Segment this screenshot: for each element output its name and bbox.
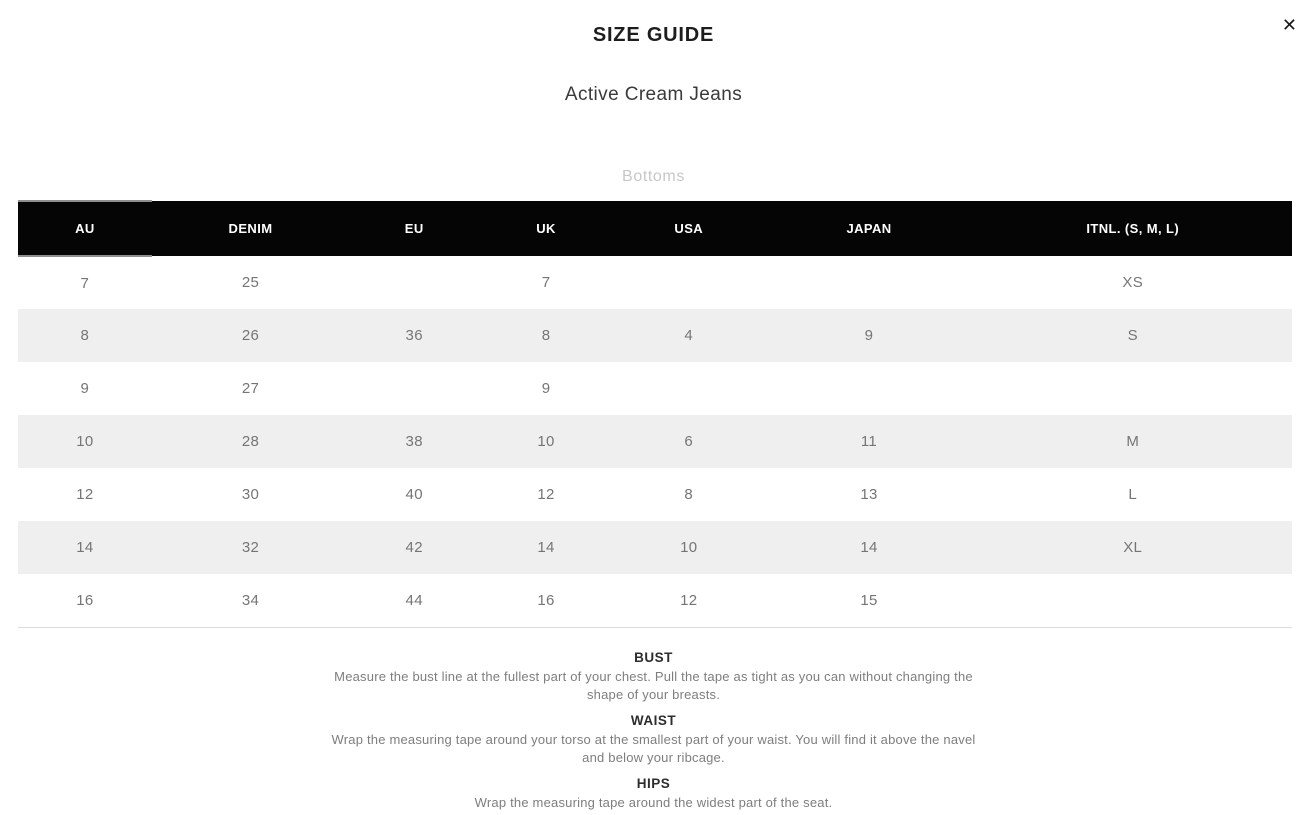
table-cell-eu: 42 [349, 521, 480, 574]
table-row: 10 28 38 10 6 11 M [18, 415, 1292, 468]
table-cell-denim: 32 [151, 521, 350, 574]
column-header-au: AU [18, 200, 152, 257]
tab-bottoms[interactable]: Bottoms [622, 168, 685, 185]
guide-text-bust: Measure the bust line at the fullest par… [334, 668, 973, 702]
table-cell-uk: 9 [479, 362, 613, 415]
table-cell-au: 8 [18, 309, 152, 362]
table-cell-eu: 44 [349, 574, 480, 628]
table-cell-denim: 25 [151, 256, 350, 309]
table-cell-au: 10 [18, 415, 152, 468]
table-cell-au: 9 [18, 362, 152, 415]
guide-section-bust: BUST Measure the bust line at the fulles… [331, 650, 976, 704]
table-cell-japan: 14 [764, 521, 974, 574]
table-cell-itnl-s-m-l [973, 574, 1292, 628]
table-cell-au: 7 [18, 256, 152, 309]
column-header-denim: DENIM [151, 201, 350, 256]
table-cell-denim: 30 [151, 468, 350, 521]
table-cell-itnl-s-m-l: XS [973, 256, 1292, 309]
table-cell-au: 14 [18, 521, 152, 574]
table-cell-eu: 38 [349, 415, 480, 468]
table-cell-usa [612, 256, 765, 309]
table-cell-eu [349, 256, 480, 309]
column-header-eu: EU [349, 201, 480, 256]
table-cell-uk: 10 [479, 415, 613, 468]
table-cell-usa [612, 362, 765, 415]
table-cell-eu: 40 [349, 468, 480, 521]
table-row: 7 25 7 XS [18, 256, 1292, 309]
table-cell-usa: 6 [612, 415, 765, 468]
column-header-uk: UK [479, 201, 613, 256]
column-header-usa: USA [612, 201, 765, 256]
table-cell-japan: 9 [764, 309, 974, 362]
table-row: 9 27 9 [18, 362, 1292, 415]
table-cell-denim: 28 [151, 415, 350, 468]
table-row: 8 26 36 8 4 9 S [18, 309, 1292, 362]
guide-heading-bust: BUST [634, 649, 673, 665]
table-cell-itnl-s-m-l: XL [973, 521, 1292, 574]
table-cell-usa: 10 [612, 521, 765, 574]
size-table-body: 7 25 7 XS 8 26 36 8 4 9 S 9 27 9 10 28 38 10 6 11 M 12 30 40 12 8… [18, 256, 1292, 628]
table-cell-uk: 12 [479, 468, 613, 521]
table-cell-japan: 13 [764, 468, 974, 521]
guide-section-hips: HIPS Wrap the measuring tape around the … [331, 776, 976, 812]
table-row: 14 32 42 14 10 14 XL [18, 521, 1292, 574]
table-cell-eu [349, 362, 480, 415]
table-cell-au: 16 [18, 574, 152, 628]
table-cell-denim: 34 [151, 574, 350, 628]
table-cell-denim: 27 [151, 362, 350, 415]
table-cell-denim: 26 [151, 309, 350, 362]
tab-bar: Bottoms [0, 168, 1307, 186]
guide-heading-hips: HIPS [636, 775, 671, 791]
table-cell-eu: 36 [349, 309, 480, 362]
table-cell-uk: 7 [479, 256, 613, 309]
table-cell-itnl-s-m-l: M [973, 415, 1292, 468]
table-cell-itnl-s-m-l: S [973, 309, 1292, 362]
table-cell-au: 12 [18, 468, 152, 521]
table-cell-itnl-s-m-l [973, 362, 1292, 415]
table-cell-uk: 8 [479, 309, 613, 362]
product-name: Active Cream Jeans [564, 84, 743, 105]
guide-text-hips: Wrap the measuring tape around the wides… [474, 794, 833, 810]
table-cell-japan [764, 256, 974, 309]
size-guide-title: SIZE GUIDE [592, 24, 715, 46]
size-table-header-row: AU DENIM EU UK USA JAPAN ITNL. (S, M, L) [18, 200, 1292, 257]
guide-heading-waist: WAIST [630, 712, 677, 728]
size-conversion-table: AU DENIM EU UK USA JAPAN ITNL. (S, M, L) 7 25 7 X… [18, 200, 1292, 628]
table-cell-usa: 4 [612, 309, 765, 362]
size-table-container: AU DENIM EU UK USA JAPAN ITNL. (S, M, L) 7 25 7 X… [18, 200, 1292, 628]
measurement-guide: BUST Measure the bust line at the fulles… [331, 650, 976, 812]
table-cell-uk: 16 [479, 574, 613, 628]
column-header-itnl-s-m-l: ITNL. (S, M, L) [973, 201, 1292, 256]
table-row: 12 30 40 12 8 13 L [18, 468, 1292, 521]
table-cell-usa: 8 [612, 468, 765, 521]
table-cell-usa: 12 [612, 574, 765, 628]
guide-section-waist: WAIST Wrap the measuring tape around you… [331, 713, 976, 767]
table-cell-japan: 11 [764, 415, 974, 468]
close-icon[interactable]: ✕ [1281, 15, 1297, 35]
table-cell-itnl-s-m-l: L [973, 468, 1292, 521]
table-row: 16 34 44 16 12 15 [18, 574, 1292, 628]
table-cell-uk: 14 [479, 521, 613, 574]
column-header-japan: JAPAN [764, 201, 974, 256]
table-cell-japan [764, 362, 974, 415]
table-cell-japan: 15 [764, 574, 974, 628]
guide-text-waist: Wrap the measuring tape around your tors… [331, 731, 976, 765]
